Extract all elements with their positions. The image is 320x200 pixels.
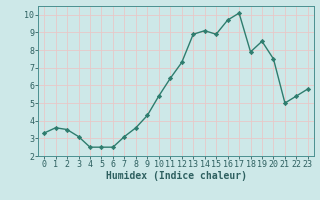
X-axis label: Humidex (Indice chaleur): Humidex (Indice chaleur) [106,171,246,181]
